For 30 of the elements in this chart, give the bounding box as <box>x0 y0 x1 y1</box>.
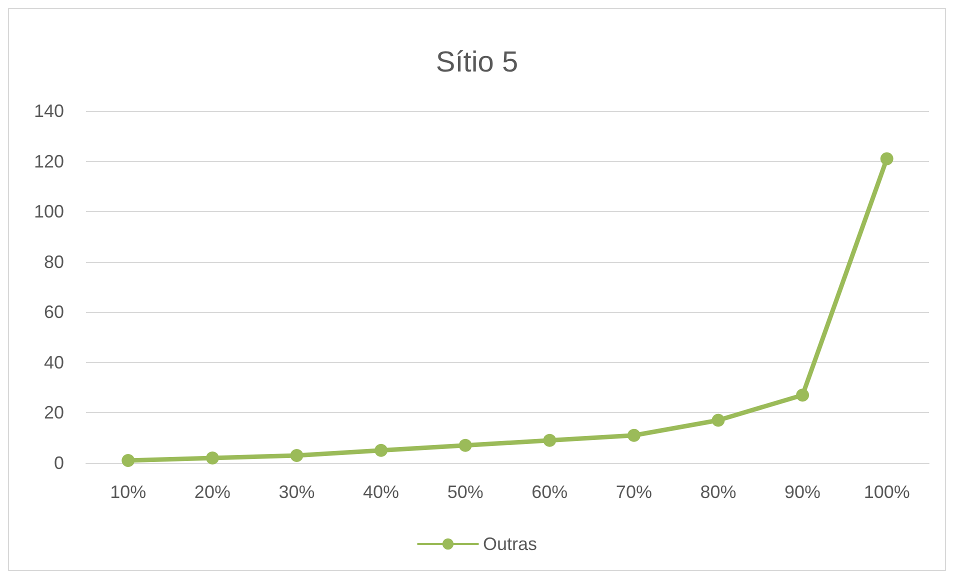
point <box>543 434 556 447</box>
point <box>374 444 388 457</box>
y-tick-label: 100 <box>34 202 64 222</box>
legend-label: Outras <box>482 534 538 554</box>
y-tick-label: 80 <box>44 252 64 272</box>
y-tick-label: 120 <box>34 151 64 172</box>
y-tick-label: 40 <box>44 352 64 372</box>
x-tick-label: 40% <box>363 482 400 502</box>
point <box>712 414 725 427</box>
point <box>458 438 472 452</box>
x-tick-label: 100% <box>864 482 910 502</box>
x-tick-label: 30% <box>278 482 315 502</box>
x-tick-label: 20% <box>194 482 230 502</box>
x-tick-label: 50% <box>447 482 484 502</box>
point <box>796 388 810 402</box>
x-tick-label: 70% <box>616 482 652 502</box>
point <box>290 448 304 462</box>
x-tick-label: 10% <box>110 482 146 502</box>
point <box>880 152 894 166</box>
x-tick-label: 90% <box>784 482 821 502</box>
chart-title: Sítio 5 <box>436 46 518 78</box>
x-tick-label: 60% <box>532 482 568 502</box>
point <box>627 428 640 442</box>
point <box>206 451 219 464</box>
y-tick-label: 60 <box>44 302 64 322</box>
y-tick-label: 20 <box>44 402 64 423</box>
y-tick-label: 140 <box>34 101 64 121</box>
x-tick-label: 80% <box>700 482 736 502</box>
y-tick-label: 0 <box>54 453 64 473</box>
point <box>122 454 135 467</box>
